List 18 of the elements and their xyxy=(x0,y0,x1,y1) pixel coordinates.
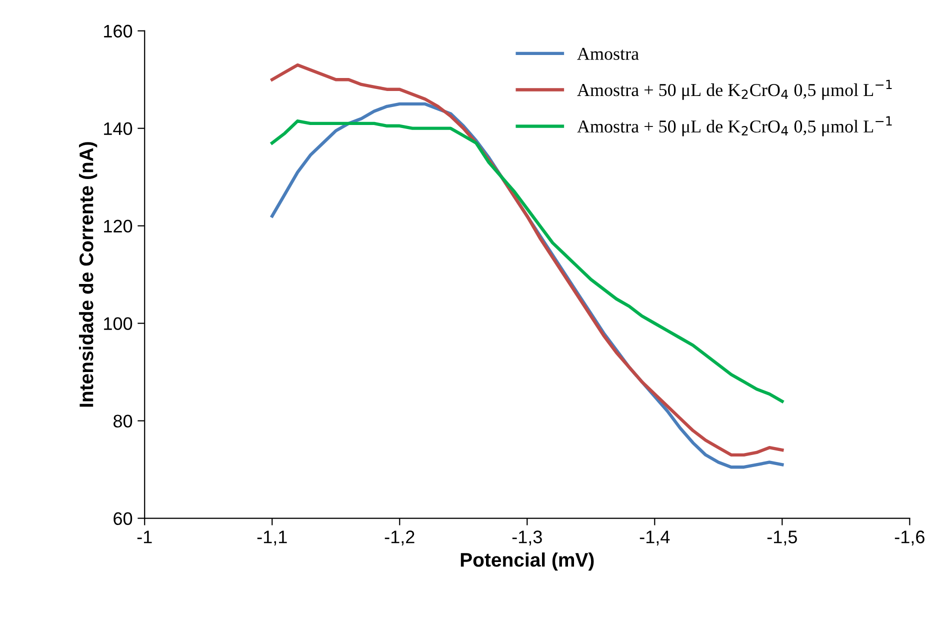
x-tick-label: -1,1 xyxy=(257,530,287,546)
legend-label: Amostra + 50 μL de K$_{2}$CrO$_{4}$ 0,5 μmol L$^{−1}$ xyxy=(577,80,892,100)
y-tick-label: 80 xyxy=(114,414,132,428)
legend-label: Amostra xyxy=(577,48,639,60)
x-axis-title: Potencial (mV) xyxy=(460,552,594,571)
y-tick-label: 160 xyxy=(104,24,132,38)
y-tick-label: 100 xyxy=(104,317,132,330)
legend-label: Amostra + 50 μL de K$_{2}$CrO$_{4}$ 0,5 μmol L$^{−1}$ xyxy=(577,116,892,136)
x-tick-label: -1,6 xyxy=(894,530,924,546)
y-tick-label: 140 xyxy=(104,122,132,136)
x-tick-label: -1,5 xyxy=(767,530,797,546)
x-tick-label: -1 xyxy=(137,530,152,544)
y-axis-title: Intensidade de Corrente (nA) xyxy=(79,142,98,407)
y-tick-label: 60 xyxy=(114,512,132,525)
x-tick-label: -1,4 xyxy=(640,530,670,546)
x-tick-label: -1,3 xyxy=(512,530,542,546)
y-tick-label: 120 xyxy=(104,220,132,233)
x-tick-label: -1,2 xyxy=(384,530,414,546)
